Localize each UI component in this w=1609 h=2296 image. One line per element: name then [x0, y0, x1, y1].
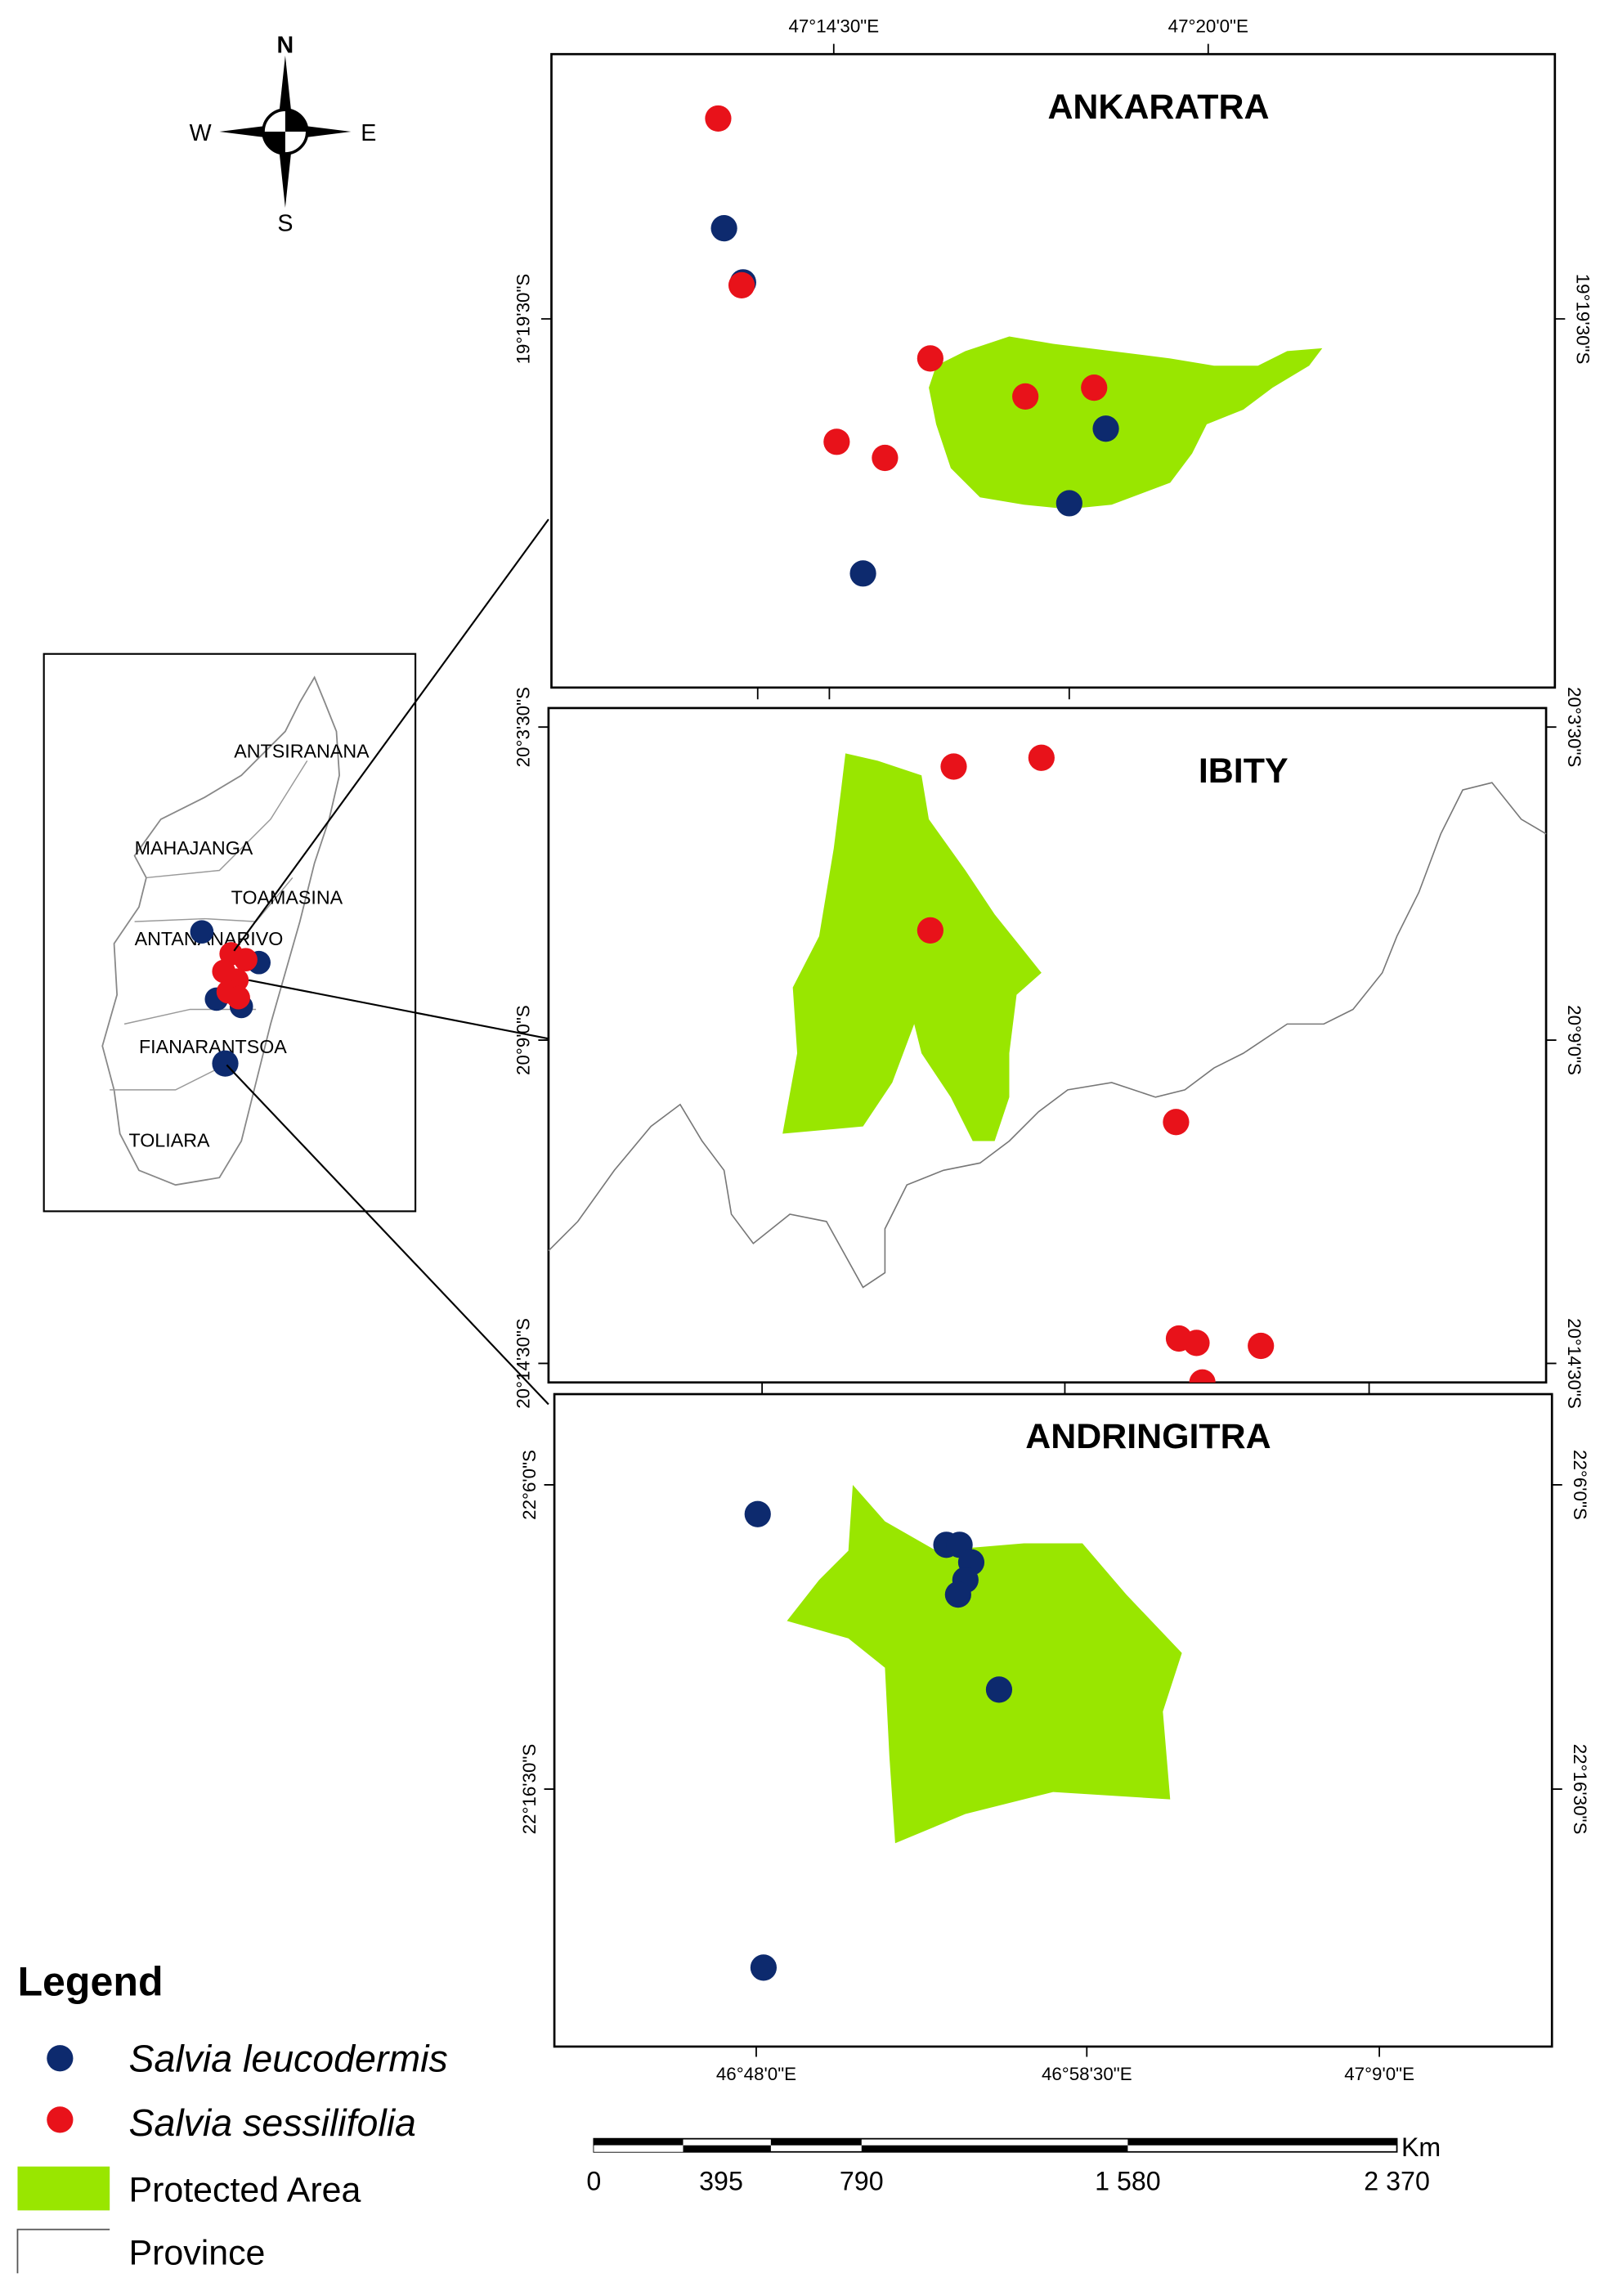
latitude-label: 20°3'30"S: [513, 687, 534, 767]
panel-title: IBITY: [1199, 751, 1289, 791]
panel-title: ANKARATRA: [1047, 87, 1269, 127]
panel-ibity: IBITY 20°3'30"S 20°9'0"S 20°14'30"S 20°3…: [513, 687, 1584, 1409]
legend-item: Protected Area: [128, 2171, 361, 2210]
scale-label: 1 580: [1095, 2166, 1161, 2195]
province-label: FIANARANTSOA: [139, 1036, 287, 1057]
latitude-label: 22°16'30"S: [1570, 1744, 1590, 1835]
latitude-label: 20°9'0"S: [1564, 1005, 1584, 1075]
panel-andringitra: ANDRINGITRA 22°6'0"S 22°16'30"S 22°6'0"S…: [519, 1392, 1590, 2084]
scale-label: 790: [840, 2166, 884, 2195]
legend-item: Province: [128, 2234, 265, 2273]
province-label: TOAMASINA: [231, 887, 343, 908]
scale-label: 2 370: [1364, 2166, 1430, 2195]
compass: N S W E: [190, 32, 377, 236]
panel-title: ANDRINGITRA: [1025, 1417, 1271, 1456]
longitude-label: 46°58'30"E: [1042, 2064, 1132, 2084]
latitude-label: 20°3'30"S: [1564, 687, 1584, 767]
latitude-label: 22°6'0"S: [1570, 1450, 1590, 1520]
latitude-label: 22°6'0"S: [519, 1450, 540, 1520]
longitude-label: 46°48'0"E: [716, 2064, 796, 2084]
latitude-label: 20°14'30"S: [513, 1318, 534, 1409]
legend: Legend Salvia leucodermis Salvia sessili…: [16, 1958, 448, 2274]
legend-title: Legend: [17, 1958, 163, 2004]
latitude-label: 20°9'0"S: [513, 1005, 534, 1075]
longitude-label: 47°9'0"E: [1344, 2064, 1414, 2084]
compass-n: N: [277, 32, 294, 58]
legend-item: Salvia leucodermis: [128, 2037, 447, 2079]
province-label: ANTSIRANANA: [234, 741, 370, 762]
scale-label: 0: [586, 2166, 601, 2195]
legend-item: Salvia sessilifolia: [128, 2101, 415, 2144]
compass-s: S: [277, 211, 293, 237]
province-label: MAHAJANGA: [135, 837, 253, 859]
latitude-label: 22°16'30"S: [519, 1744, 540, 1835]
province-label: TOLIARA: [128, 1130, 210, 1151]
compass-e: E: [361, 120, 376, 146]
compass-w: W: [190, 120, 212, 146]
scale-unit: Km: [1401, 2132, 1441, 2162]
scale-bar: Km 0 395 790 1 580 2 370: [586, 2132, 1441, 2195]
latitude-label: 19°19'30"S: [513, 274, 534, 365]
latitude-label: 19°19'30"S: [1573, 274, 1593, 365]
latitude-label: 20°14'30"S: [1564, 1318, 1584, 1409]
longitude-label: 47°14'30"E: [788, 16, 879, 36]
panel-ankaratra: ANKARATRA 47°14'30"E 47°20'0"E 19°19'30"…: [513, 16, 1593, 700]
scale-label: 395: [699, 2166, 743, 2195]
longitude-label: 47°20'0"E: [1168, 16, 1248, 36]
inset-map: ANTSIRANANA MAHAJANGA TOAMASINA ANTANANA…: [43, 518, 549, 1406]
